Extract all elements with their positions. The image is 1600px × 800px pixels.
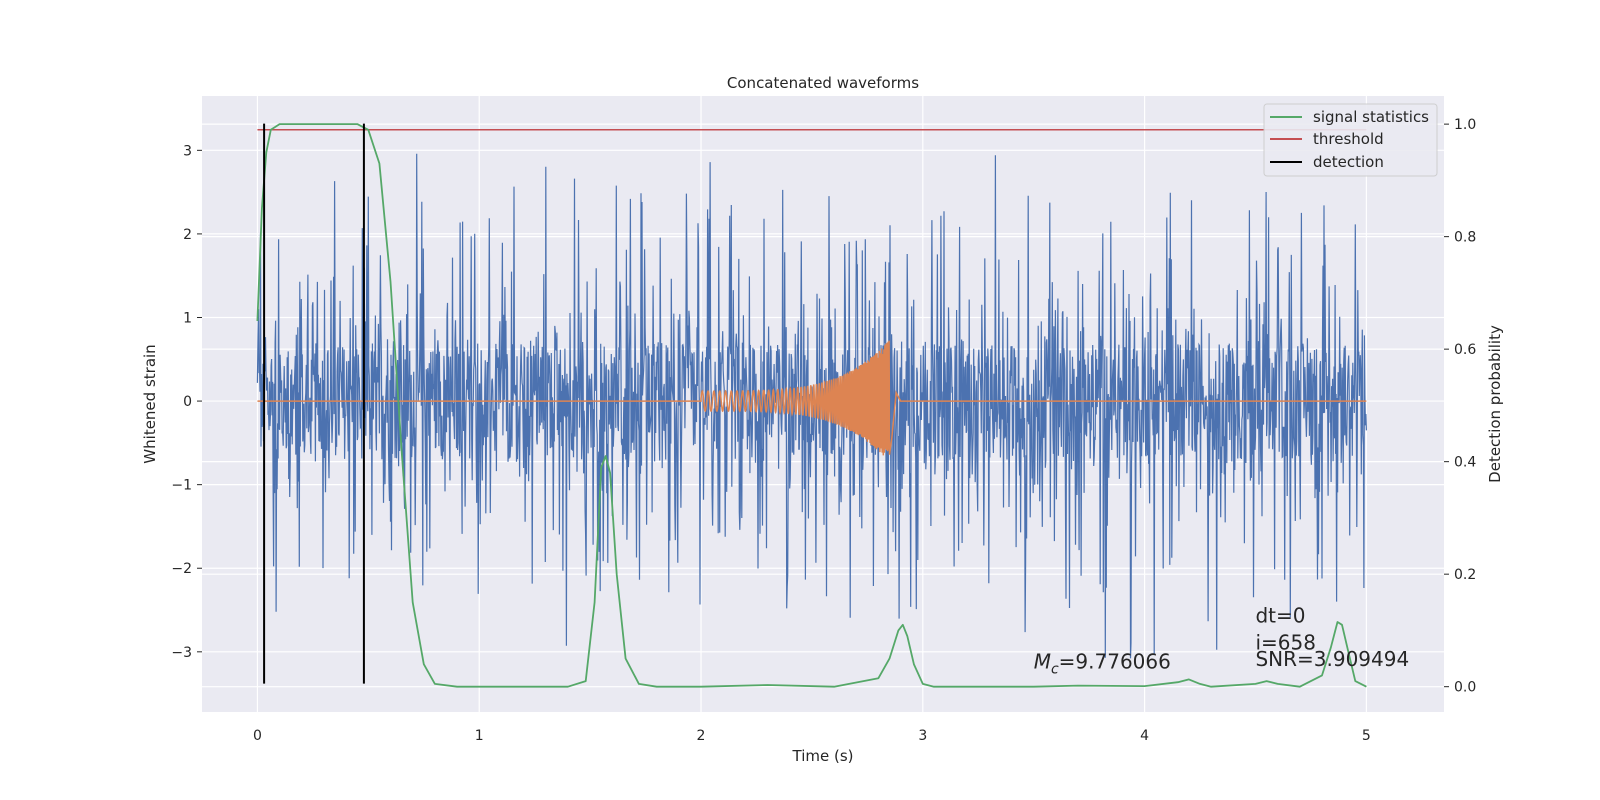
mc-symbol: M — [1034, 650, 1051, 674]
legend-label-threshold: threshold — [1313, 130, 1384, 148]
mc-subscript: c — [1051, 662, 1059, 678]
y-tick-label-left-5: 2 — [183, 227, 192, 243]
x-tick-label-4: 4 — [1140, 728, 1149, 744]
y-tick-label-right-1: 0.2 — [1454, 567, 1476, 583]
x-tick-label-0: 0 — [253, 728, 262, 744]
y-tick-label-left-3: 0 — [183, 394, 192, 410]
y-tick-label-right-4: 0.8 — [1454, 230, 1476, 246]
y-tick-label-right-0: 0.0 — [1454, 680, 1476, 696]
mc-annotation: Mc=9.776066 — [1034, 650, 1171, 678]
y-tick-label-left-2: −1 — [171, 478, 192, 494]
chart-title: Concatenated waveforms — [727, 74, 919, 92]
y-tick-label-left-4: 1 — [183, 310, 192, 326]
y-axis-label-right: Detection probability — [1486, 325, 1504, 483]
detection-series — [263, 123, 365, 684]
y-axis-label-left: Whitened strain — [141, 344, 159, 463]
legend-label-signal-statistics: signal statistics — [1313, 108, 1429, 126]
signal-statistics-line — [256, 123, 1367, 688]
i-annotation: i=658 — [1255, 630, 1316, 654]
annotations: Mc=9.776066 dt=0 i=658 SNR=3.909494 — [1034, 604, 1410, 678]
strain-line — [256, 153, 1367, 659]
y-tick-label-left-1: −2 — [171, 561, 192, 577]
y-tick-label-right-3: 0.6 — [1454, 342, 1476, 358]
strain-series — [256, 153, 1367, 659]
legend-label-detection: detection — [1313, 153, 1384, 171]
ticks: 0 1 2 3 4 5 −3 −2 −1 0 1 2 3 0.0 0.2 0.4 0.6 0.8 1.0 — [171, 117, 1476, 744]
legend: signal statistics threshold detection — [1263, 103, 1438, 177]
x-axis-label: Time (s) — [792, 747, 854, 765]
x-tick-label-2: 2 — [697, 728, 706, 744]
template-line — [257, 340, 1367, 456]
x-tick-label-3: 3 — [918, 728, 927, 744]
template-waveform-series — [257, 340, 1367, 456]
x-tick-label-1: 1 — [475, 728, 484, 744]
mc-value: =9.776066 — [1059, 650, 1171, 674]
legend-box — [1263, 103, 1438, 177]
y-tick-label-right-5: 1.0 — [1454, 117, 1476, 133]
y-tick-label-left-6: 3 — [183, 143, 192, 159]
dt-annotation: dt=0 — [1255, 604, 1305, 628]
snr-annotation: SNR=3.909494 — [1255, 647, 1409, 671]
y-tick-label-right-2: 0.4 — [1454, 455, 1476, 471]
x-tick-label-5: 5 — [1362, 728, 1371, 744]
y-tick-label-left-0: −3 — [171, 645, 192, 661]
signal-statistics-series — [256, 123, 1367, 688]
